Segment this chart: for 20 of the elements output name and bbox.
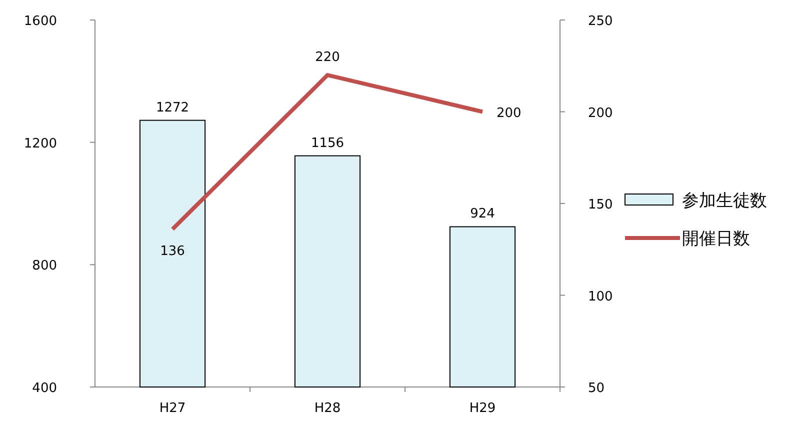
y-tick-label: 1600: [24, 14, 57, 29]
y-tick-label: 400: [32, 381, 57, 396]
y2-tick-label: 50: [588, 381, 605, 396]
data-label: 1272: [156, 100, 190, 116]
data-label: 220: [315, 50, 340, 66]
y2-tick-label: 250: [588, 14, 613, 29]
legend-label: 開催日数: [682, 229, 750, 249]
legend-label: 参加生徒数: [682, 191, 767, 211]
data-label: 1156: [310, 136, 344, 151]
x-tick-label: H27: [159, 401, 186, 416]
data-label: 136: [160, 244, 185, 260]
y2-tick-label: 150: [588, 198, 613, 212]
y-tick-label: 1200: [24, 136, 57, 152]
y2-tick-label: 100: [588, 289, 613, 304]
x-tick-label: H29: [469, 401, 496, 416]
x-tick-label: H28: [314, 401, 341, 416]
data-label: 200: [496, 106, 522, 121]
y-tick-label: 800: [32, 258, 57, 274]
data-label: 924: [470, 206, 495, 222]
y2-tick-label: 200: [588, 106, 613, 121]
